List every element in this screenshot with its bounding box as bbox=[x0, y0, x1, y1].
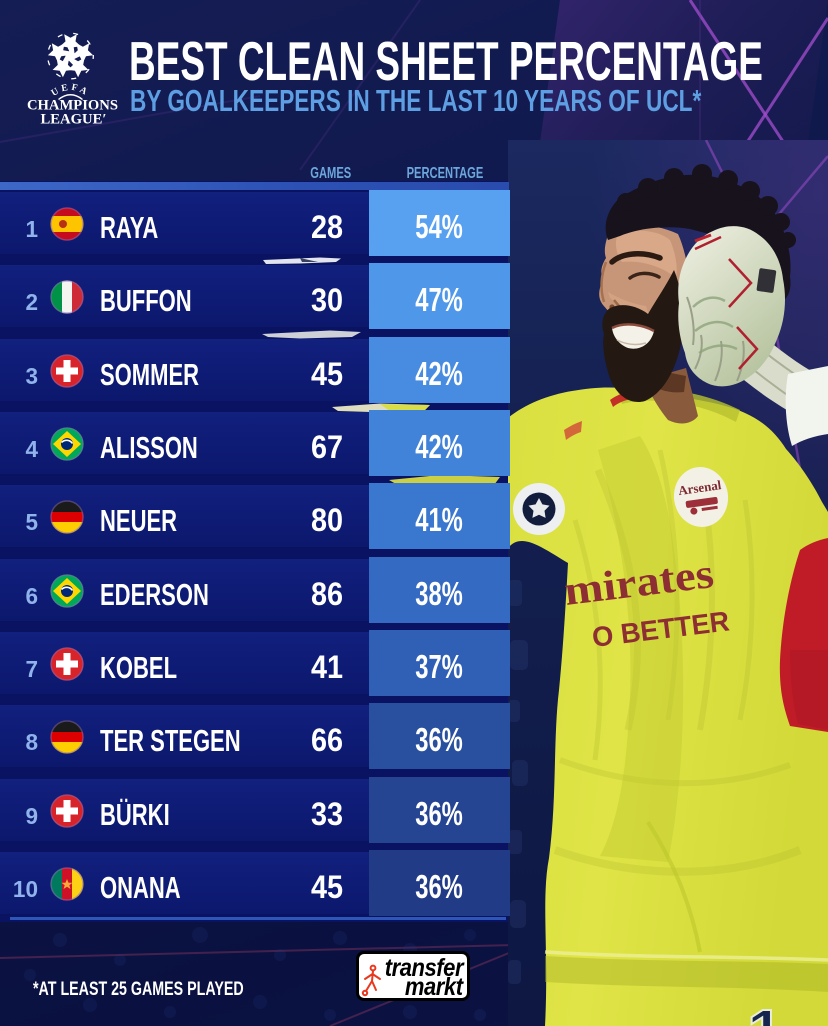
svg-text:CHAMPIONS: CHAMPIONS bbox=[27, 98, 118, 114]
svg-text:UEFA: UEFA bbox=[50, 83, 91, 99]
svg-text:LEAGUE′: LEAGUE′ bbox=[41, 112, 107, 128]
svg-text:1: 1 bbox=[747, 996, 783, 1026]
svg-text:Arsenal: Arsenal bbox=[677, 477, 722, 498]
